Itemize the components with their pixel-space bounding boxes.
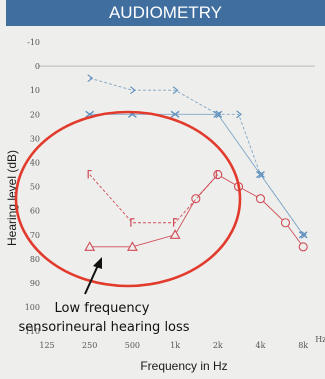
data-point-chevron xyxy=(258,170,264,179)
data-point-chevron xyxy=(300,230,307,239)
y-tick-label: 70 xyxy=(30,231,40,240)
series-line-2 xyxy=(89,77,304,236)
annotation-text-line-1: Low frequency xyxy=(55,301,150,316)
x-tick-label: 1k xyxy=(170,341,180,350)
data-point-chevron xyxy=(215,110,222,119)
annotation-arrow-head xyxy=(93,257,102,269)
data-point-chevron xyxy=(236,110,242,119)
x-tick-label: 2k xyxy=(213,341,223,350)
data-point-bracket xyxy=(173,218,178,227)
series-line-3 xyxy=(89,173,304,248)
y-tick-label: 100 xyxy=(25,303,40,312)
y-tick-label: 60 xyxy=(30,207,40,216)
data-point-cross xyxy=(298,231,308,239)
highlight-ellipse xyxy=(14,110,242,288)
audiogram-chart: -10 0 10 20 30 40 50 60 70 80 90 100 110 125 250 500 1k 2… xyxy=(5,38,325,373)
data-point-triangle xyxy=(84,241,96,251)
data-point-bracket xyxy=(215,169,220,179)
x-tick-label: 250 xyxy=(82,341,97,350)
data-point-bracket xyxy=(130,218,135,227)
series-line-1 xyxy=(89,113,304,236)
y-tick-label: -10 xyxy=(27,38,40,47)
x-tick-label: 8k xyxy=(298,341,308,350)
x-tick-label: 125 xyxy=(39,341,54,350)
data-point-circle xyxy=(298,242,308,252)
data-point-circle xyxy=(280,218,291,228)
annotation-text-line-2: sensorineural hearing loss xyxy=(18,320,189,335)
x-tick-label: 500 xyxy=(125,341,140,350)
data-point-chevron xyxy=(130,86,136,95)
y-tick-label: 0 xyxy=(35,62,40,71)
data-point-chevron xyxy=(172,86,179,95)
chart-title: AUDIOMETRY xyxy=(6,0,325,26)
data-point-triangle xyxy=(169,229,181,239)
y-tick-label: 40 xyxy=(30,159,40,168)
y-axis-title: Hearing level (dB) xyxy=(5,150,19,246)
data-point-chevron xyxy=(87,74,94,83)
y-tick-label: 20 xyxy=(30,110,40,119)
y-tick-label: 90 xyxy=(30,279,40,288)
y-tick-label: 30 xyxy=(30,134,40,143)
y-tick-label: 110 xyxy=(25,327,40,336)
data-point-triangle xyxy=(126,241,138,251)
y-tick-label: 50 xyxy=(30,183,40,192)
y-tick-label: 10 xyxy=(30,86,40,95)
x-unit-label: Hz xyxy=(315,335,325,344)
data-point-bracket xyxy=(87,169,92,179)
data-point-circle xyxy=(255,194,266,204)
y-tick-label: 80 xyxy=(30,255,40,264)
series-line-4 xyxy=(89,174,219,224)
x-tick-label: 4k xyxy=(256,341,266,350)
annotation-arrow-shaft xyxy=(84,262,100,295)
data-point-cross xyxy=(170,110,180,118)
x-axis-title: Frequency in Hz xyxy=(140,359,227,373)
